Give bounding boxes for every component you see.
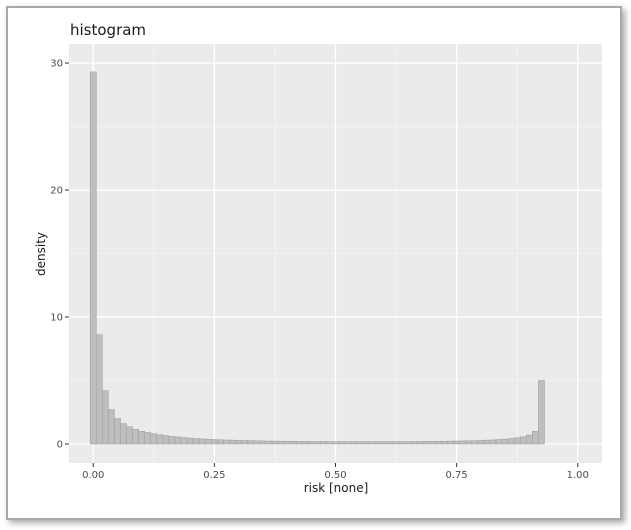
histogram-bar [289, 440, 297, 445]
histogram-bar [138, 430, 146, 445]
y-tick-label: 20 [50, 186, 63, 197]
histogram-bar [132, 429, 139, 445]
histogram-bar [447, 440, 454, 445]
histogram-bar [235, 440, 242, 445]
histogram-bar [489, 439, 497, 445]
histogram-bar [356, 441, 364, 445]
histogram-bar [174, 436, 182, 445]
histogram-bar [338, 441, 345, 445]
histogram-bar [150, 433, 158, 445]
histogram-bar [386, 441, 394, 445]
histogram-bar [532, 430, 539, 445]
histogram-bar [120, 423, 127, 445]
histogram-bar [453, 440, 460, 445]
histogram-bar [477, 440, 485, 445]
histogram-bar [483, 439, 491, 445]
y-tick-label: 0 [57, 439, 63, 450]
histogram-bar [423, 441, 430, 445]
histogram-bar [89, 71, 97, 445]
histogram-bar [429, 441, 436, 445]
histogram-bar [314, 441, 321, 445]
histogram-bar [301, 441, 309, 445]
histogram-bar [211, 439, 218, 445]
x-tick-label: 0.25 [203, 470, 225, 481]
histogram-bar [441, 440, 448, 445]
histogram-bar [229, 439, 236, 445]
histogram-bar [344, 441, 351, 445]
histogram-bar [295, 441, 303, 445]
histogram-bar [108, 409, 115, 445]
histogram-bar [102, 390, 109, 445]
histogram-bar [538, 380, 545, 445]
histogram-bar [525, 434, 533, 445]
histogram-bar [416, 441, 424, 445]
histogram-bar [162, 435, 170, 445]
histogram-bar [186, 437, 194, 445]
histogram-bar [204, 438, 212, 445]
x-tick-label: 1.00 [567, 470, 589, 481]
histogram-bar [326, 441, 333, 445]
y-tick-label: 10 [50, 312, 63, 323]
histogram-bar [271, 440, 279, 445]
histogram-bar [241, 440, 248, 445]
histogram-bar [192, 438, 200, 445]
histogram-bar [198, 438, 206, 445]
histogram-bar [501, 438, 509, 445]
histogram-bar [350, 441, 357, 445]
x-axis: 0.00 0.25 0.50 0.75 1.00 [82, 463, 589, 481]
histogram-bar [513, 437, 521, 445]
histogram-bar [332, 441, 339, 445]
histogram-bar [368, 441, 376, 445]
histogram-bar [495, 439, 503, 445]
histogram-bar [362, 441, 370, 445]
histogram-bar [507, 438, 515, 445]
histogram-bar [217, 439, 224, 445]
histogram-bar [374, 441, 382, 445]
histogram-bar [435, 440, 442, 445]
histogram-bar [465, 440, 473, 445]
histogram-bar [247, 440, 255, 445]
x-tick-label: 0.75 [446, 470, 468, 481]
histogram-bar [277, 440, 285, 445]
y-axis-title: density [34, 232, 48, 276]
x-tick-label: 0.50 [324, 470, 346, 481]
histogram-bar [392, 441, 400, 445]
chart-title: histogram [70, 21, 146, 39]
histogram-bar [404, 441, 412, 445]
histogram-bar [459, 440, 467, 445]
histogram-bar [180, 437, 188, 445]
histogram-bars [89, 71, 545, 445]
histogram-bar [380, 441, 388, 445]
histogram-bar [398, 441, 406, 445]
histogram-bar [253, 440, 261, 445]
histogram-bar [320, 441, 327, 445]
histogram-bar [223, 439, 230, 445]
histogram-bar [307, 441, 315, 445]
histogram-bar [144, 432, 152, 445]
histogram-bar [259, 440, 267, 445]
histogram-bar [156, 434, 164, 445]
histogram-bar [95, 334, 103, 445]
y-tick-label: 30 [50, 59, 63, 70]
histogram-bar [410, 441, 418, 445]
x-axis-title: risk [none] [304, 481, 369, 495]
histogram-bar [283, 440, 291, 445]
y-axis: 0 10 20 30 [50, 59, 69, 450]
histogram-bar [168, 436, 176, 445]
histogram-bar [471, 440, 479, 445]
histogram-bar [114, 418, 121, 445]
histogram-bar [126, 426, 133, 445]
histogram-bar [519, 436, 527, 445]
x-tick-label: 0.00 [82, 470, 104, 481]
histogram-bar [265, 440, 273, 445]
